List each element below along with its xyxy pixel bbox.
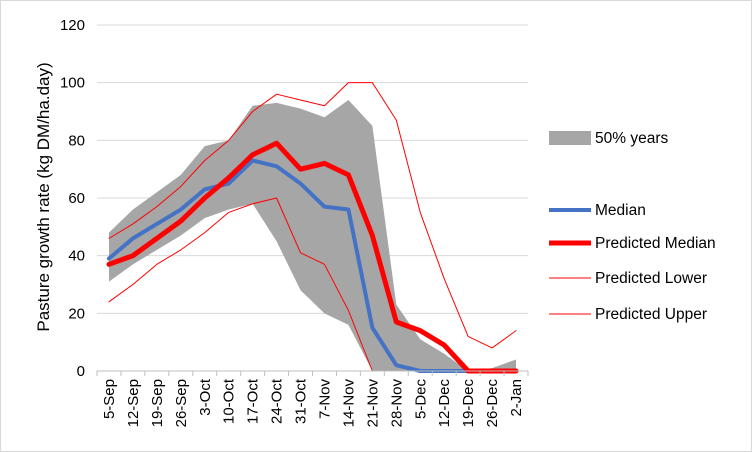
legend-label: Predicted Lower [595, 270, 707, 287]
legend-swatch-band [549, 131, 591, 145]
x-tick-label: 14-Nov [340, 379, 357, 428]
series-line-predicted-upper [108, 82, 517, 349]
x-tick-label: 31-Oct [293, 378, 310, 424]
legend-label: Predicted Upper [595, 306, 707, 323]
y-tick-label: 0 [77, 363, 85, 380]
y-tick-label: 100 [60, 75, 85, 92]
y-tick-label: 40 [68, 248, 85, 265]
x-tick-label: 17-Oct [245, 378, 262, 424]
y-tick-label: 20 [68, 305, 85, 322]
band-layer [108, 99, 517, 371]
x-tick-label: 7-Nov [316, 379, 333, 420]
y-tick-label: 60 [68, 190, 85, 207]
x-tick-label: 5-Sep [101, 379, 118, 419]
legend-label: Predicted Median [595, 235, 716, 252]
series-line-predicted-median [106, 140, 519, 374]
x-tick-label: 12-Sep [125, 379, 142, 427]
x-tick-label: 5-Dec [412, 379, 429, 420]
x-tick-label: 2-Jan [508, 379, 525, 417]
x-tick-label: 26-Dec [484, 379, 501, 428]
x-tick-label: 28-Nov [388, 379, 405, 428]
x-tick-label: 10-Oct [221, 378, 238, 424]
axis-layer: 0 20 40 60 80 100 120 5-Sep 12-Sep 19-Sep 26-Sep 3-… [60, 17, 529, 428]
x-tick-label: 24-Oct [269, 378, 286, 424]
x-tick-label: 19-Dec [460, 379, 477, 428]
legend-label: Median [595, 202, 646, 219]
y-axis-title: Pasture growth rate (kg DM/ha.day) [34, 62, 53, 331]
x-tick-label: 19-Sep [149, 379, 166, 427]
y-tick-label: 120 [60, 17, 85, 34]
legend-label: 50% years [595, 130, 668, 147]
x-tick-label: 12-Dec [436, 379, 453, 428]
x-tick-label: 21-Nov [364, 379, 381, 428]
x-tick-label: 3-Oct [197, 378, 214, 416]
y-tick-label: 80 [68, 132, 85, 149]
legend: 50% years Median Predicted Median Predicted… [549, 130, 716, 323]
band-50-percent-years [108, 99, 517, 371]
x-tick-label: 26-Sep [173, 379, 190, 427]
